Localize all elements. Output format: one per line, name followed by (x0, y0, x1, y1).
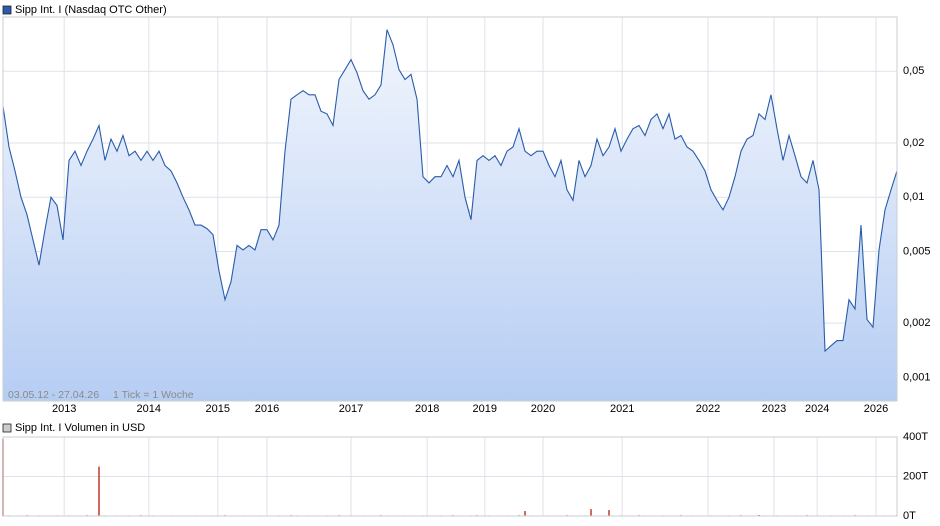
y-tick-label: 200T (903, 470, 928, 482)
y-tick-label: 0,05 (903, 65, 924, 77)
x-tick-label: 2021 (610, 403, 634, 415)
y-tick-label: 0,005 (903, 245, 931, 257)
x-tick-label: 2022 (696, 403, 720, 415)
x-tick-label: 2017 (339, 403, 363, 415)
x-tick-label: 2013 (52, 403, 76, 415)
range-text: 03.05.12 - 27.04.26 (8, 389, 99, 401)
volume-bar (608, 510, 610, 516)
x-tick-label: 2019 (473, 403, 497, 415)
volume-bar (98, 466, 100, 516)
plot-frame (2, 436, 898, 517)
volume-panel (2, 436, 898, 517)
x-tick-label: 2024 (805, 403, 829, 415)
tick-note: 1 Tick = 1 Woche (113, 389, 194, 401)
x-tick-label: 2014 (137, 403, 161, 415)
y-tick-label: 0,002 (903, 317, 931, 329)
x-tick-label: 2018 (415, 403, 439, 415)
x-tick-label: 2023 (762, 403, 786, 415)
plot-frame (2, 16, 898, 402)
legend-swatch (2, 423, 12, 433)
legend-label: Sipp Int. I Volumen in USD (15, 422, 145, 434)
y-tick-label: 0,01 (903, 191, 924, 203)
x-tick-label: 2020 (531, 403, 555, 415)
line (2, 29, 898, 353)
price-panel: ARIVA.DE (2, 17, 898, 401)
legend-swatch (2, 5, 12, 15)
legend-label: Sipp Int. I (Nasdaq OTC Other) (15, 4, 167, 16)
y-tick-label: 0T (903, 510, 916, 522)
area (3, 29, 897, 401)
y-tick-label: 400T (903, 431, 928, 443)
volume-bar (590, 509, 592, 516)
y-tick-label: 0,02 (903, 137, 924, 149)
y-tick-label: 0,001 (903, 371, 931, 383)
x-tick-label: 2015 (206, 403, 230, 415)
x-tick-label: 2016 (255, 403, 279, 415)
volume-bar (524, 511, 526, 516)
x-tick-label: 2026 (864, 403, 888, 415)
